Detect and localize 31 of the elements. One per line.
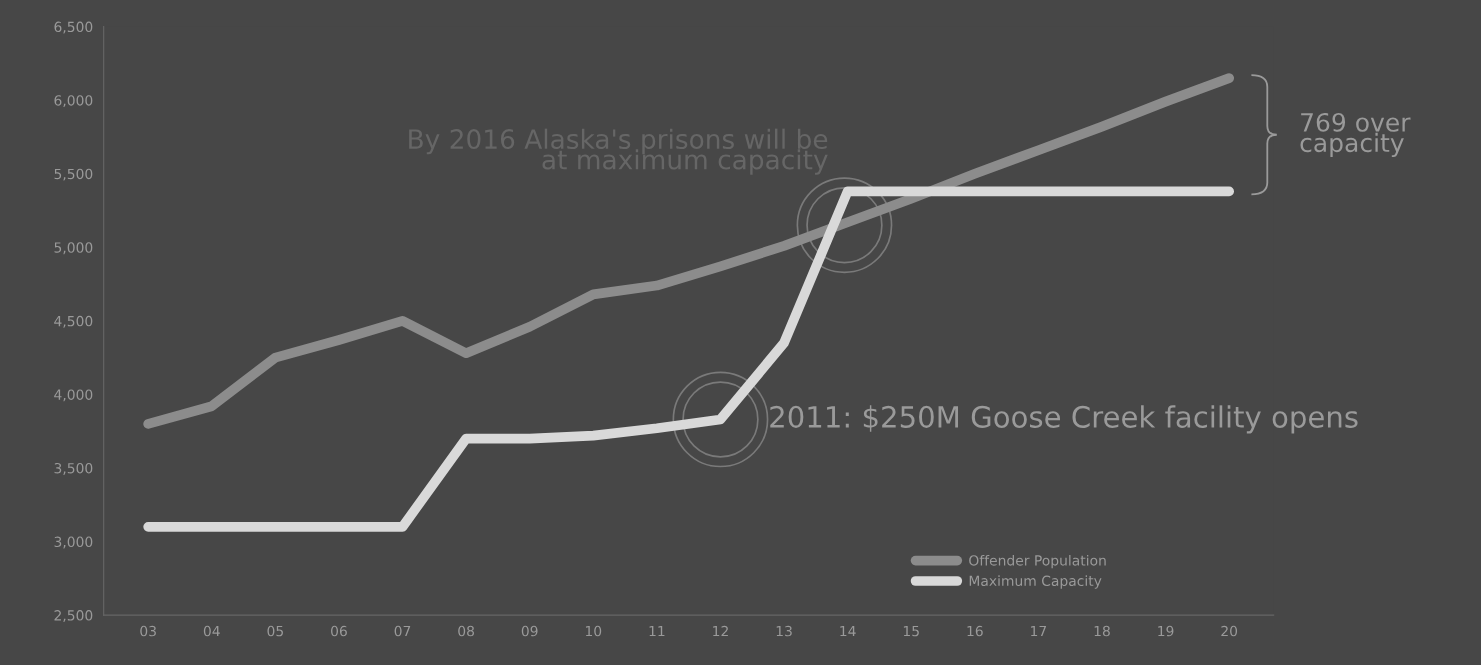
- x-tick-label: 10: [585, 625, 602, 637]
- x-tick-label: 12: [713, 625, 728, 637]
- x-tick-label: 17: [1031, 625, 1047, 637]
- x-tick-label: 04: [203, 625, 220, 637]
- x-tick-label: 18: [1094, 625, 1110, 637]
- y-tick-label: 6,500: [54, 21, 93, 34]
- legend-label: Offender Population: [969, 554, 1106, 569]
- x-tick-label: 11: [649, 625, 665, 637]
- x-tick-label: 20: [1221, 625, 1238, 637]
- y-tick-label: 3,000: [54, 536, 93, 549]
- x-tick-label: 16: [967, 625, 983, 637]
- y-tick-label: 2,500: [54, 610, 93, 623]
- x-tick-label: 13: [776, 625, 792, 637]
- x-tick-label: 14: [840, 625, 856, 637]
- x-tick-label: 08: [458, 625, 474, 637]
- x-tick-label: 03: [140, 625, 156, 637]
- x-tick-label: 07: [394, 625, 411, 637]
- text: 769 over capacity: [1300, 112, 1411, 158]
- x-tick-label: 15: [903, 625, 919, 637]
- x-tick-label: 05: [267, 625, 283, 637]
- x-tick-label: 09: [521, 625, 538, 637]
- legend-label: Maximum Capacity: [969, 575, 1102, 589]
- x-tick-label: 06: [331, 625, 347, 637]
- y-tick-label: 5,000: [54, 242, 93, 255]
- annotation: 2011: $250M Goose Creek facility opens: [770, 405, 1358, 434]
- y-tick-label: 4,000: [54, 389, 93, 402]
- x-tick-label: 19: [1158, 625, 1174, 637]
- y-tick-label: 4,500: [54, 315, 93, 328]
- y-tick-label: 3,500: [54, 462, 93, 475]
- y-tick-label: 6,000: [54, 95, 93, 108]
- y-tick-label: 5,500: [54, 168, 93, 181]
